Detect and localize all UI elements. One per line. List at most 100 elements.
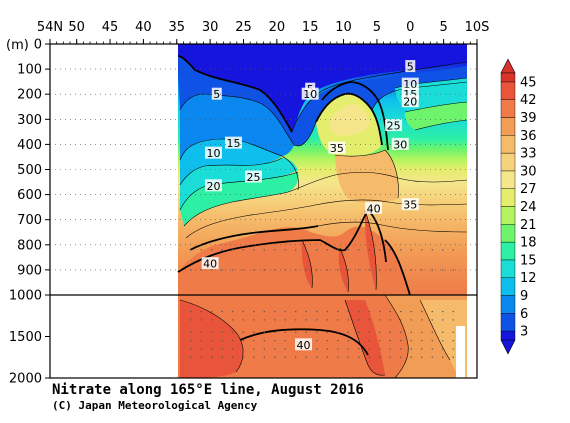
contour-label-bg xyxy=(211,87,222,100)
sample-dot xyxy=(211,310,213,313)
sample-dot xyxy=(263,356,265,358)
orange-lens xyxy=(335,150,399,204)
x-axis-ticks: 54N 50 45 40 35 30 25 20 15 10 5 0 5 10S xyxy=(37,20,489,44)
sample-dot xyxy=(200,269,202,271)
sample-dot xyxy=(347,319,349,321)
sample-dot xyxy=(190,348,192,350)
y-tick-label: 400 xyxy=(17,138,42,153)
sample-dot xyxy=(316,319,318,321)
upper-3-region xyxy=(178,44,467,132)
sample-dot xyxy=(389,331,391,334)
sample-dot xyxy=(368,356,370,358)
sample-dot xyxy=(431,348,433,350)
sample-dot xyxy=(379,269,381,271)
sample-dot xyxy=(242,269,244,271)
sample-dot xyxy=(274,348,276,350)
contour-label-bg xyxy=(405,60,416,73)
sample-dot xyxy=(337,331,339,334)
sample-dot xyxy=(253,319,255,321)
colorbar-box xyxy=(500,277,516,296)
sample-dot xyxy=(400,310,402,313)
sample-dot xyxy=(379,331,381,334)
x-tick-label: 20 xyxy=(269,20,286,35)
colorbar-label: 12 xyxy=(520,271,537,286)
colorbar-label: 39 xyxy=(520,111,537,126)
mid-red-1 xyxy=(301,240,313,288)
sample-dot xyxy=(337,269,339,271)
sample-dot xyxy=(242,331,244,334)
sample-dot xyxy=(389,348,391,350)
colorbar-box xyxy=(500,313,516,332)
sample-dot xyxy=(190,249,192,251)
sample-dot xyxy=(389,339,391,342)
contour-label: 5 xyxy=(407,61,414,74)
sample-dot xyxy=(200,331,202,334)
sample-dot xyxy=(421,348,423,350)
sample-dot xyxy=(347,249,349,251)
sample-dot xyxy=(421,319,423,321)
sample-dot xyxy=(253,339,255,342)
upper-9-region xyxy=(180,94,294,160)
sample-dot xyxy=(284,331,286,334)
sample-dot xyxy=(368,348,370,350)
sample-dot xyxy=(358,331,360,334)
sample-dot xyxy=(211,269,213,271)
x-tick-label: 15 xyxy=(302,20,319,35)
sample-dot xyxy=(421,331,423,334)
contour-label: 25 xyxy=(246,171,260,184)
sample-dot xyxy=(232,269,234,271)
x-tick-label: 25 xyxy=(235,20,252,35)
colorbar-label: 18 xyxy=(520,236,537,251)
sample-dot xyxy=(263,339,265,342)
colorbar-box xyxy=(500,117,516,136)
mid-red-3 xyxy=(364,210,377,290)
contour-label: 20 xyxy=(206,180,220,193)
sample-dot xyxy=(347,339,349,342)
y-tick-label: 300 xyxy=(17,113,42,128)
sample-dot xyxy=(368,331,370,334)
sample-dot xyxy=(211,339,213,342)
contour-label: 20 xyxy=(403,96,417,109)
sample-dot xyxy=(253,331,255,334)
colorbar-box xyxy=(500,188,516,207)
x-tick-label: 54N xyxy=(37,20,63,35)
sample-dot xyxy=(242,249,244,251)
sample-dot xyxy=(274,310,276,313)
sample-dot xyxy=(368,319,370,321)
sample-dot xyxy=(337,356,339,358)
sample-dot xyxy=(410,348,412,350)
sample-dot xyxy=(452,356,454,358)
sample-dot xyxy=(368,249,370,251)
sample-dot xyxy=(190,310,192,313)
contour-label: 10 xyxy=(303,88,317,101)
sample-dot xyxy=(337,310,339,313)
sample-dot xyxy=(442,249,444,251)
sample-dot xyxy=(421,249,423,251)
sample-dot xyxy=(316,269,318,271)
sample-dot xyxy=(295,249,297,251)
colorbar-box xyxy=(500,295,516,314)
lower-west-red xyxy=(180,300,244,378)
sample-dot xyxy=(326,310,328,313)
sample-dot xyxy=(221,310,223,313)
contour-label-bg xyxy=(391,137,409,150)
sample-dot xyxy=(347,348,349,350)
sample-dot xyxy=(253,348,255,350)
contour-label: 5 xyxy=(213,88,220,101)
sample-dot xyxy=(400,356,402,358)
y-axis-unit-label: (m) xyxy=(6,38,29,53)
sample-dot xyxy=(410,269,412,271)
sample-dot xyxy=(242,339,244,342)
sample-dot xyxy=(295,356,297,358)
sample-dot xyxy=(452,310,454,313)
contour-label-bg xyxy=(401,95,419,108)
sample-dot xyxy=(211,356,213,358)
sample-dot xyxy=(316,249,318,251)
sample-dot xyxy=(274,331,276,334)
colorbar-label: 6 xyxy=(520,307,528,322)
y-axis-ticks: 0 100 200 300 400 500 600 700 800 900 1000 1500 2000 xyxy=(9,38,477,387)
sample-dot xyxy=(431,249,433,251)
sample-dot xyxy=(200,249,202,251)
